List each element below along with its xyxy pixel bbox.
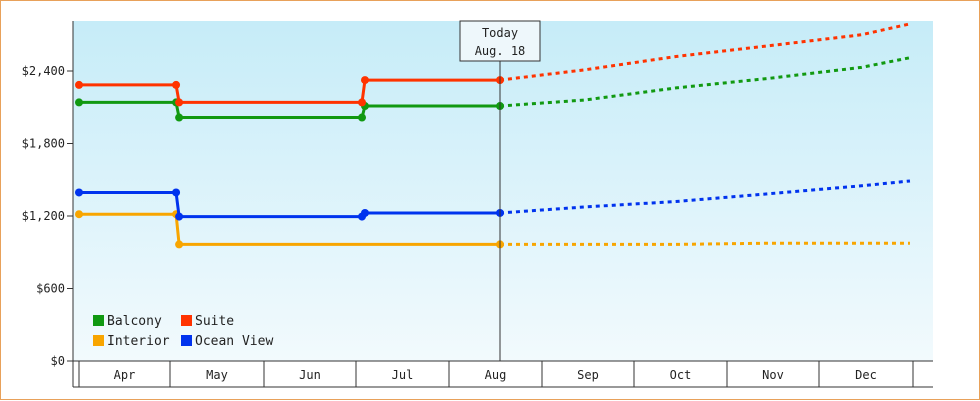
y-tick-label: $2,400 [22,64,65,78]
y-tick-label: $1,200 [22,209,65,223]
x-tick-label: Jul [392,368,414,382]
data-point-ocean-view [75,188,83,197]
data-point-suite [172,80,181,89]
data-point-balcony [75,98,83,107]
legend: Balcony Suite Interior Ocean View [93,314,273,349]
data-point-suite [175,98,184,107]
legend-swatch-balcony [93,315,104,326]
legend-label-balcony: Balcony [107,314,162,329]
legend-label-ocean-view: Ocean View [195,334,273,349]
series-layer [75,22,911,249]
data-point-suite [75,80,83,89]
x-tick-label: Aug [485,368,507,382]
series-suite [75,22,911,107]
today-label-line2: Aug. 18 [475,44,526,58]
data-point-suite [358,98,366,107]
data-point-ocean-view [361,208,369,217]
y-tick-label: $0 [51,354,65,368]
legend-swatch-suite [181,315,192,326]
x-tick-label: Sep [577,368,599,382]
series-forecast-line-suite [499,22,911,82]
x-tick-label: Oct [670,368,692,382]
today-marker: Today Aug. 18 [459,20,541,361]
x-tick-label: Jun [299,368,321,382]
series-forecast-line-ocean-view [499,179,911,215]
y-tick-label: $600 [36,282,65,296]
series-line-balcony [79,100,500,120]
legend-label-suite: Suite [195,314,234,329]
legend-swatch-ocean-view [181,335,192,346]
series-forecast-line-interior [500,241,910,246]
data-point-interior [75,210,83,219]
data-point-balcony [358,113,366,122]
x-tick-label: Nov [762,368,784,382]
data-point-ocean-view [175,212,184,221]
x-tick-label: Dec [855,368,877,382]
data-point-suite [361,76,369,85]
x-tick-label: May [206,368,228,382]
legend-swatch-interior [93,335,104,346]
x-tick-label: Apr [114,368,136,382]
data-point-balcony [175,113,184,122]
series-line-suite [79,78,500,104]
today-label-line1: Today [482,26,518,40]
series-forecast-line-balcony [499,56,911,108]
y-axis: $0 $600 $1,200 $1,800 $2,400 [22,21,74,387]
legend-label-interior: Interior [107,334,170,349]
y-tick-label: $1,800 [22,137,65,151]
today-label-box [459,20,541,62]
x-axis: Apr May Jun Jul Aug Sep Oct Nov Dec [73,360,933,388]
data-point-interior [175,240,184,249]
series-ocean-view [75,179,911,221]
series-line-ocean-view [79,190,500,219]
data-point-ocean-view [172,188,181,197]
